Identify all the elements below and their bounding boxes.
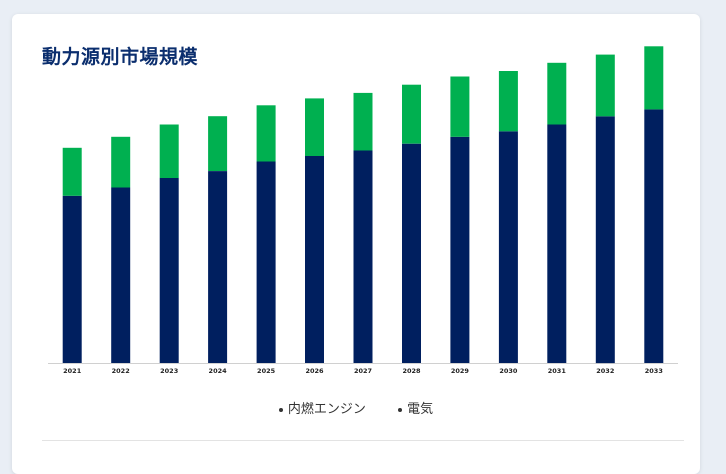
bar-ice-2026[interactable] [305, 156, 324, 363]
bar-ice-2027[interactable] [353, 150, 373, 364]
bar-electric-2022[interactable] [111, 136, 131, 188]
bar-ice-2023[interactable] [159, 177, 179, 363]
x-tick-label: 2030 [499, 367, 518, 375]
legend-label: 内燃エンジン [287, 402, 366, 417]
bar-electric-2021[interactable] [62, 147, 82, 196]
bar-electric-2031[interactable] [547, 62, 567, 125]
x-tick-label: 2033 [645, 367, 663, 375]
bar-ice-2031[interactable] [547, 124, 567, 364]
x-tick-label: 2025 [257, 367, 276, 375]
x-tick-label: 2028 [402, 367, 421, 375]
x-tick-label: 2029 [451, 367, 470, 375]
bar-electric-2028[interactable] [402, 84, 421, 144]
bar-ice-2033[interactable] [644, 109, 664, 364]
bar-electric-2033[interactable] [644, 46, 664, 110]
legend-label: 電気 [407, 402, 434, 417]
bar-electric-2023[interactable] [159, 124, 179, 179]
bar-ice-2025[interactable] [256, 161, 276, 364]
bar-electric-2032[interactable] [595, 54, 615, 117]
legend-item-ice[interactable]: 内燃エンジン [278, 398, 366, 417]
x-tick-label: 2032 [596, 367, 614, 375]
bar-ice-2032[interactable] [595, 116, 615, 364]
x-tick-label: 2027 [354, 367, 372, 375]
x-tick-label: 2026 [305, 367, 324, 375]
chart-card: 動力源別市場規模 2021 2022 2023 2024 2025 2026 2027 202… [12, 14, 700, 474]
x-tick-label: 2031 [548, 367, 567, 375]
bar-electric-2030[interactable] [498, 71, 518, 132]
chart-legend: 内燃エンジン 電気 [12, 398, 700, 417]
stacked-bar-chart: 2021 2022 2023 2024 2025 2026 2027 2028 2029 2030… [48, 46, 678, 375]
bar-ice-2029[interactable] [450, 136, 470, 363]
bar-electric-2025[interactable] [256, 105, 276, 162]
x-tick-label: 2021 [63, 367, 82, 375]
bar-ice-2028[interactable] [402, 143, 421, 363]
bar-ice-2030[interactable] [498, 131, 518, 363]
bar-ice-2021[interactable] [62, 195, 82, 363]
bar-electric-2029[interactable] [450, 76, 470, 137]
bar-electric-2026[interactable] [305, 98, 324, 156]
bar-ice-2024[interactable] [208, 171, 228, 363]
bar-electric-2024[interactable] [208, 116, 228, 171]
bar-electric-2027[interactable] [353, 92, 373, 151]
legend-bullet-icon [278, 407, 283, 412]
x-tick-label: 2023 [160, 367, 178, 375]
chart-title: 動力源別市場規模 [42, 46, 199, 68]
legend-item-electric[interactable]: 電気 [398, 398, 433, 417]
x-tick-label: 2022 [112, 367, 130, 375]
legend-bullet-icon [398, 407, 403, 412]
x-tick-label: 2024 [209, 367, 228, 375]
divider [42, 440, 684, 441]
bar-ice-2022[interactable] [111, 187, 131, 364]
